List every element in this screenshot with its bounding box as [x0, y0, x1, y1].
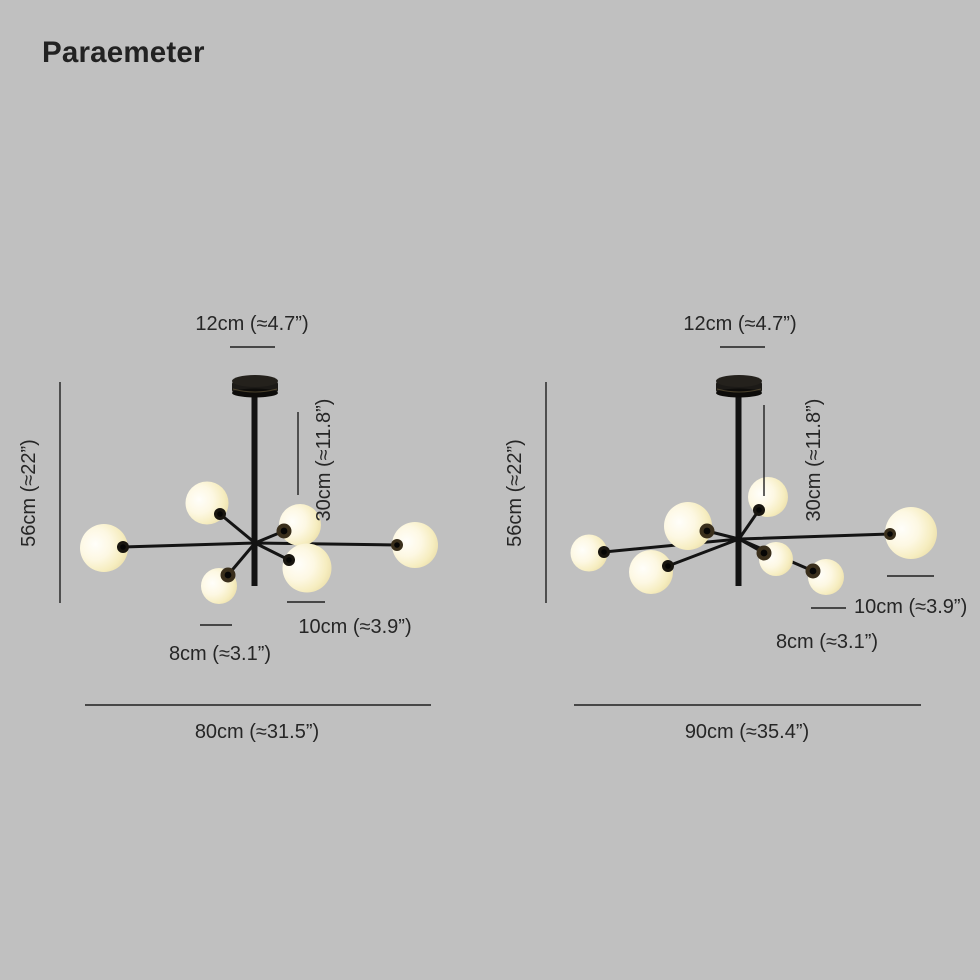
svg-text:8cm (≈3.1”): 8cm (≈3.1”) [169, 643, 271, 665]
svg-text:8cm (≈3.1”): 8cm (≈3.1”) [776, 631, 878, 653]
svg-text:80cm (≈31.5”): 80cm (≈31.5”) [195, 721, 319, 743]
svg-text:56cm (≈22”): 56cm (≈22”) [504, 439, 526, 547]
svg-text:12cm (≈4.7”): 12cm (≈4.7”) [195, 313, 308, 335]
svg-text:30cm (≈11.8”): 30cm (≈11.8”) [313, 399, 335, 522]
svg-text:10cm (≈3.9”): 10cm (≈3.9”) [298, 616, 411, 638]
svg-text:90cm (≈35.4”): 90cm (≈35.4”) [685, 721, 809, 743]
svg-text:30cm (≈11.8”): 30cm (≈11.8”) [803, 399, 825, 522]
svg-text:10cm (≈3.9”): 10cm (≈3.9”) [854, 596, 967, 618]
svg-text:12cm (≈4.7”): 12cm (≈4.7”) [683, 313, 796, 335]
svg-text:56cm (≈22”): 56cm (≈22”) [18, 439, 40, 547]
